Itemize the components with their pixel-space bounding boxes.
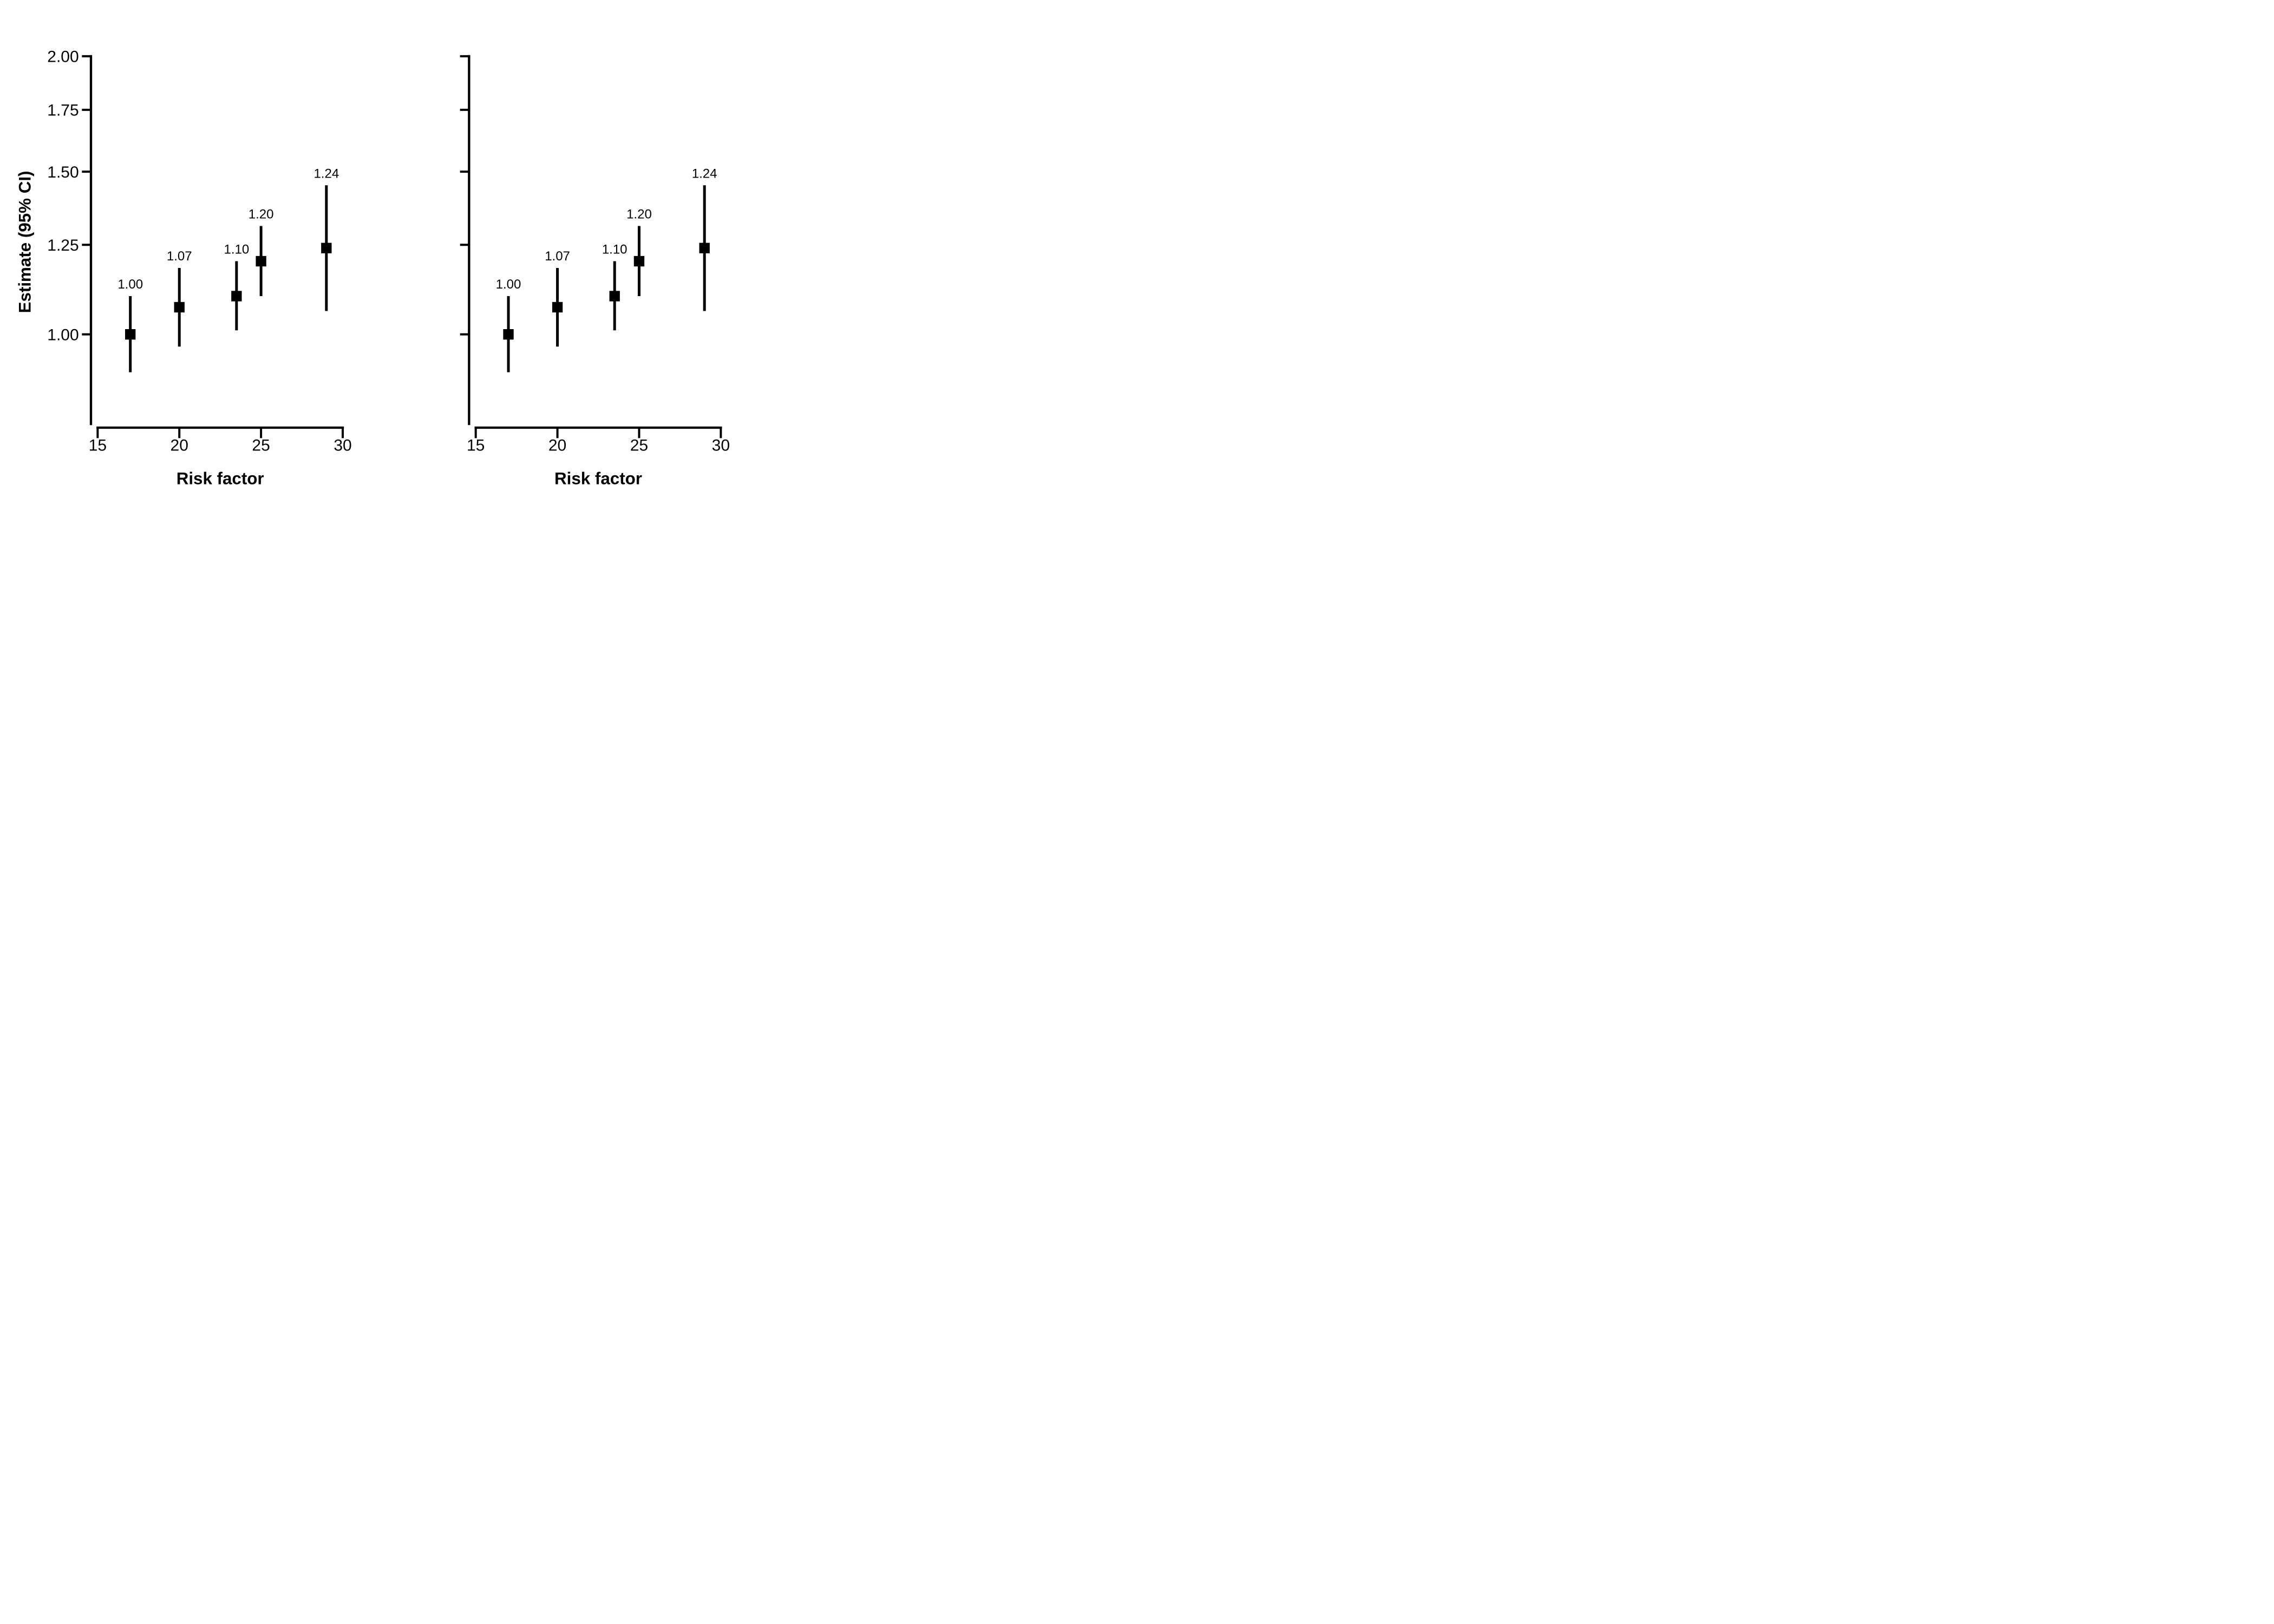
y-tick-label: 1.75 bbox=[47, 102, 79, 120]
estimate-label: 1.10 bbox=[602, 243, 628, 257]
estimate-label: 1.20 bbox=[626, 207, 652, 222]
y-axis-title: Estimate (95% CI) bbox=[16, 171, 35, 313]
estimate-square bbox=[125, 329, 136, 340]
estimate-label: 1.00 bbox=[117, 277, 143, 292]
estimate-label: 1.20 bbox=[249, 207, 274, 222]
x-tick-label: 20 bbox=[171, 436, 188, 454]
estimate-label: 1.00 bbox=[496, 277, 521, 292]
dual-panel-estimate-chart: 1.00 1.25 1.50 1.75 2.00 15 20 25 30 Risk factor E… bbox=[16, 48, 730, 488]
x-tick-label: 15 bbox=[467, 436, 485, 454]
x-axis-title-left: Risk factor bbox=[177, 469, 264, 488]
estimate-square bbox=[231, 291, 242, 302]
x-tick-label: 15 bbox=[89, 436, 107, 454]
estimate-label: 1.10 bbox=[224, 243, 249, 257]
x-tick-label: 20 bbox=[548, 436, 566, 454]
estimate-square bbox=[503, 329, 514, 340]
estimate-square bbox=[174, 302, 185, 313]
estimate-label: 1.07 bbox=[167, 249, 192, 264]
estimate-square bbox=[321, 243, 332, 253]
estimate-square bbox=[609, 291, 620, 302]
estimate-square bbox=[256, 256, 266, 267]
x-tick-label: 30 bbox=[712, 436, 730, 454]
x-tick-label: 25 bbox=[252, 436, 270, 454]
y-tick-label: 1.50 bbox=[47, 163, 79, 181]
estimate-square bbox=[699, 243, 710, 253]
estimate-square bbox=[552, 302, 563, 313]
forest-plot-figure: 1.00 1.25 1.50 1.75 2.00 15 20 25 30 Risk factor E… bbox=[0, 0, 758, 541]
estimate-label: 1.24 bbox=[692, 166, 717, 181]
x-tick-label: 30 bbox=[334, 436, 351, 454]
estimate-label: 1.24 bbox=[313, 166, 339, 181]
y-tick-label: 1.25 bbox=[47, 237, 79, 254]
y-tick-label: 2.00 bbox=[47, 48, 79, 66]
x-axis-title-right: Risk factor bbox=[554, 469, 642, 488]
y-tick-label: 1.00 bbox=[47, 326, 79, 344]
estimate-label: 1.07 bbox=[545, 249, 570, 264]
estimate-square bbox=[633, 256, 645, 267]
x-tick-label: 25 bbox=[630, 436, 648, 454]
